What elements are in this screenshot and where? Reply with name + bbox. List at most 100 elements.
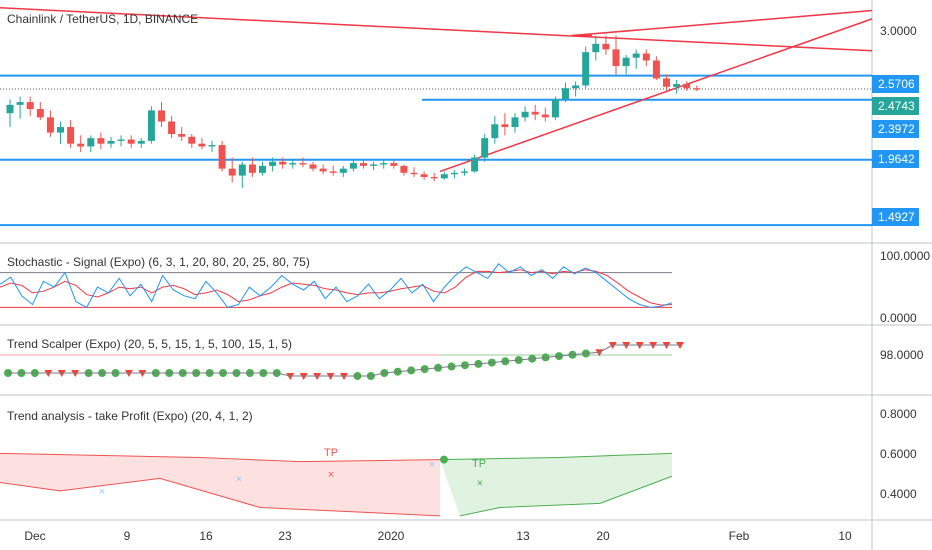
candle-body [602, 43, 610, 50]
price-tick-3: 3.0000 [880, 24, 917, 38]
trend-cross-marker: × [477, 478, 483, 490]
candle-body [87, 138, 95, 147]
candle-body [440, 174, 448, 179]
candle-body [541, 114, 549, 118]
candle-body [622, 57, 630, 67]
candle-body [67, 127, 75, 144]
date-label-9: 9 [123, 529, 131, 543]
candle-body [26, 102, 34, 110]
trend-axis-tick-2: 0.6000 [880, 447, 917, 461]
trend-green-area [440, 453, 672, 516]
trend-cross-marker: × [328, 469, 334, 481]
trend-red-lower [0, 477, 441, 517]
candle-body [147, 110, 155, 141]
trend-cross-marker: × [99, 486, 105, 498]
date-label-10: 10 [838, 529, 852, 543]
candle-body [259, 165, 266, 173]
candle-body [158, 110, 165, 122]
trend-red-area [0, 453, 440, 516]
candle-body [360, 163, 367, 166]
candle-body [491, 124, 499, 139]
candle-body [673, 84, 681, 87]
level-badge-1[interactable]: 2.5706 [872, 75, 919, 93]
candle-body [46, 117, 54, 133]
candle-body [511, 117, 519, 128]
candle-body [632, 53, 640, 58]
candle-body [400, 165, 408, 173]
candle-body [572, 85, 580, 89]
candle-body [279, 161, 287, 165]
candle-body [642, 53, 650, 61]
date-label-feb: Feb [728, 529, 750, 543]
level-badge-2[interactable]: 2.3972 [872, 120, 919, 138]
candle-body [380, 163, 388, 165]
candle-body [652, 60, 660, 79]
candle-body [471, 157, 479, 172]
last-price-badge[interactable]: 2.4743 [872, 97, 919, 115]
date-label-2020: 2020 [377, 529, 405, 543]
candle-body [208, 145, 216, 147]
candle-body [228, 168, 236, 176]
tp-label-right: TP [472, 458, 487, 470]
candle-body [339, 168, 347, 173]
candle-body [551, 99, 559, 118]
candle-body [36, 109, 44, 118]
level-badge-4[interactable]: 1.4927 [872, 208, 919, 226]
scalper-axis-value: 98.0000 [880, 348, 924, 362]
candle-body [612, 49, 620, 67]
candle-body [198, 143, 206, 147]
candle-body [329, 171, 337, 173]
candle-body [562, 88, 569, 100]
candle-body [77, 143, 85, 147]
candle-body [582, 52, 590, 86]
candle-body [289, 163, 297, 165]
trend-green-upper [439, 452, 673, 461]
trend-axis-tick-1: 0.8000 [880, 407, 917, 421]
channel-upper-line [571, 9, 873, 37]
trend-cross-marker: × [429, 459, 435, 471]
date-label-13: 13 [516, 529, 530, 543]
date-label-23: 23 [278, 529, 292, 543]
stoch-axis-bottom: 0.0000 [880, 311, 917, 325]
candle-body [178, 133, 186, 137]
candle-body [693, 88, 701, 90]
stochastic-title: Stochastic - Signal (Expo) (6, 3, 1, 20,… [7, 255, 310, 269]
symbol-title: Chainlink / TetherUS, 1D, BINANCE [7, 12, 199, 26]
trend-red-upper [0, 452, 441, 463]
candle-body [218, 145, 226, 169]
trend-analysis-title: Trend analysis - take Profit (Expo) (20,… [7, 409, 253, 423]
candle-body [309, 164, 317, 169]
candle-body [97, 138, 105, 144]
candle-body [57, 127, 64, 133]
downtrend-line [0, 7, 873, 52]
scalper-trend-line [8, 344, 680, 377]
candle-body [238, 164, 246, 176]
tp-label-left: TP [324, 447, 339, 459]
candle-body [481, 138, 489, 158]
candle-body [370, 164, 378, 166]
candle-body [137, 140, 145, 144]
candle-body [319, 168, 327, 172]
candle-body [269, 161, 277, 166]
candle-body [6, 104, 14, 114]
candle-body [127, 139, 135, 144]
stoch-axis-top: 100.0000 [880, 249, 931, 263]
trend-signal-marker [440, 455, 448, 464]
candle-body [450, 172, 458, 175]
candle-body [531, 111, 539, 115]
date-label-16: 16 [199, 529, 213, 543]
candle-body [349, 163, 357, 169]
stoch-k-line [0, 263, 673, 309]
date-label-20: 20 [596, 529, 610, 543]
level-badge-3[interactable]: 1.9642 [872, 150, 919, 168]
candle-body [16, 102, 24, 105]
candle-body [390, 163, 398, 166]
candle-body [683, 84, 691, 89]
candle-body [248, 164, 256, 173]
candle-body [299, 163, 307, 165]
candle-body [501, 124, 509, 128]
candle-body [410, 172, 418, 175]
candle-body [663, 78, 670, 87]
